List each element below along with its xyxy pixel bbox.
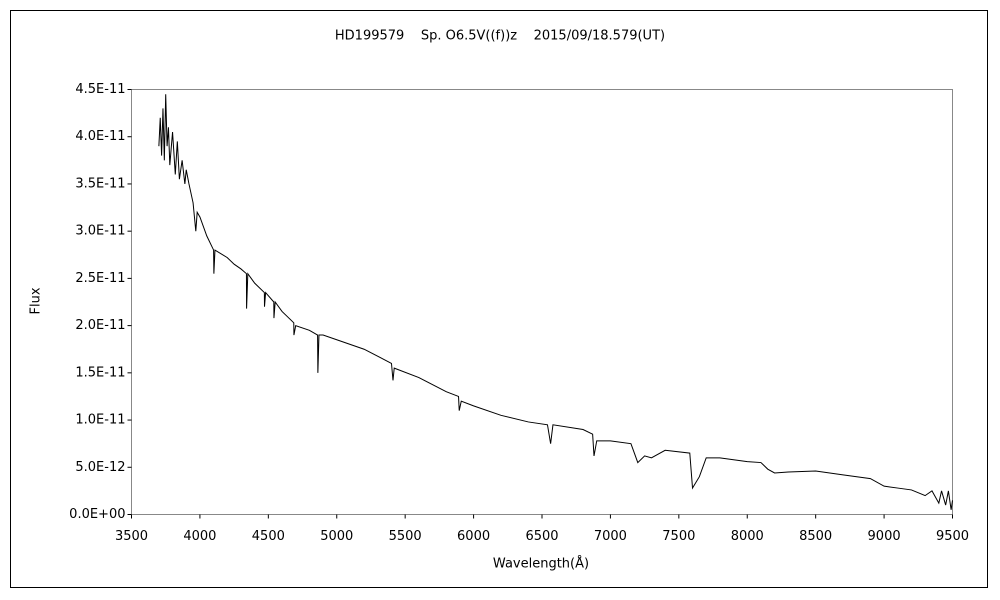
x-tick-label: 5000 xyxy=(320,529,353,544)
x-tick-label: 9000 xyxy=(868,529,901,544)
y-tick-label: 2.0E-11 xyxy=(75,318,125,333)
y-tick-label: 2.5E-11 xyxy=(75,271,125,286)
x-tick-label: 6000 xyxy=(457,529,490,544)
y-tick-label: 3.0E-11 xyxy=(75,224,125,239)
y-tick-label: 1.5E-11 xyxy=(75,365,125,380)
x-tick-label: 4500 xyxy=(252,529,285,544)
x-axis-label: Wavelength(Å) xyxy=(493,556,589,572)
x-tick-label: 4000 xyxy=(183,529,216,544)
spectrum-line xyxy=(158,94,953,510)
y-tick-label: 3.5E-11 xyxy=(75,176,125,191)
y-tick-label: 1.0E-11 xyxy=(75,413,125,428)
x-tick-label: 7500 xyxy=(662,529,695,544)
x-tick-label: 6500 xyxy=(525,529,558,544)
y-tick-label: 4.5E-11 xyxy=(75,82,125,97)
x-tick-label: 5500 xyxy=(389,529,422,544)
x-tick-label: 9500 xyxy=(936,529,969,544)
x-tick-label: 7000 xyxy=(594,529,627,544)
x-tick-label: 3500 xyxy=(115,529,148,544)
plot-area xyxy=(131,89,953,515)
x-tick-label: 8000 xyxy=(731,529,764,544)
chart-frame xyxy=(10,10,988,588)
y-tick-label: 0.0E+00 xyxy=(69,507,125,522)
y-tick-label: 4.0E-11 xyxy=(75,129,125,144)
chart-title: HD199579 Sp. O6.5V((f))z 2015/09/18.579(… xyxy=(335,29,665,44)
y-axis-label: Flux xyxy=(29,287,44,314)
y-tick-label: 5.0E-12 xyxy=(75,460,125,475)
x-tick-label: 8500 xyxy=(799,529,832,544)
